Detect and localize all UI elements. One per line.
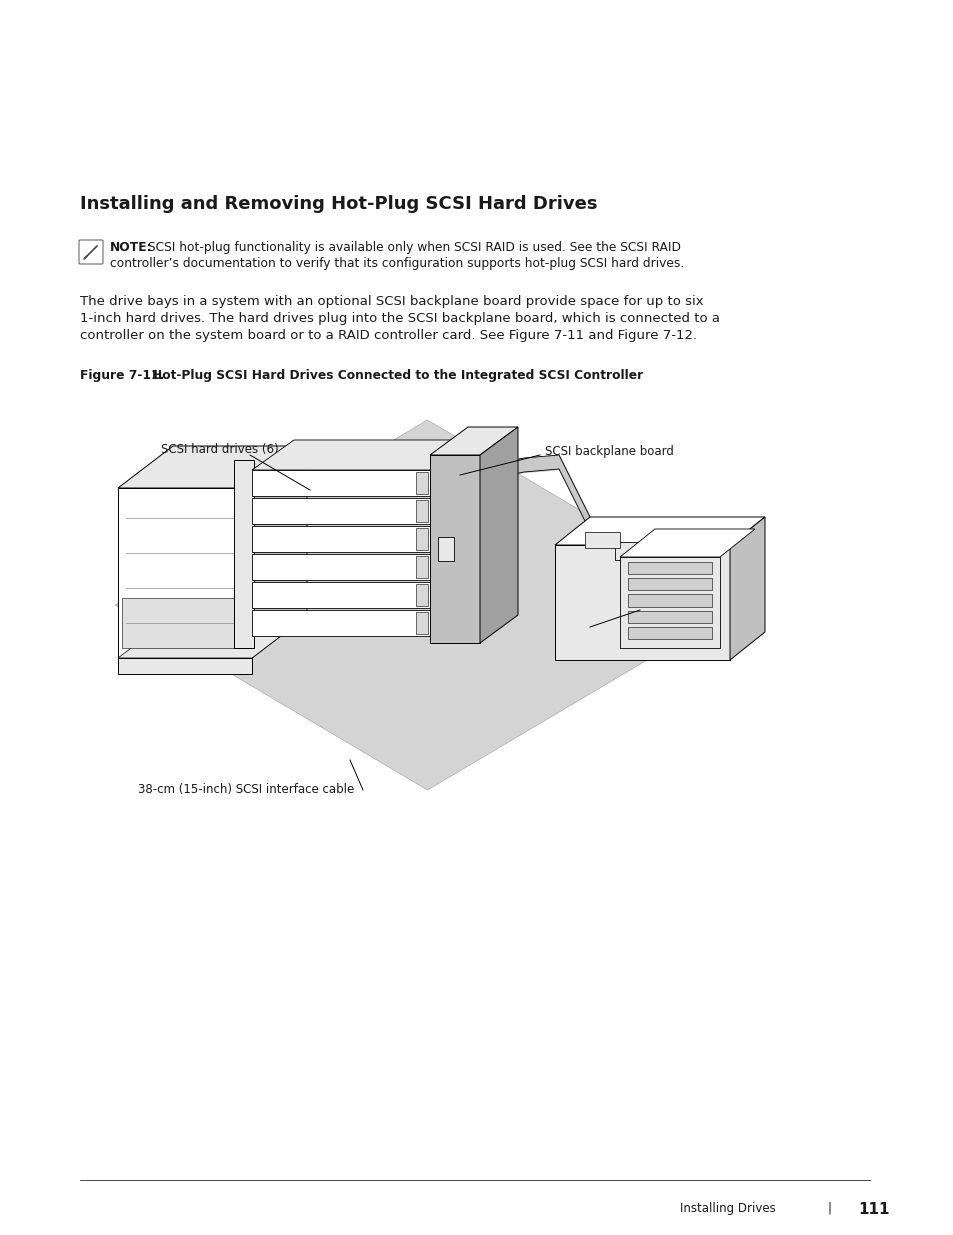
Polygon shape xyxy=(619,529,754,557)
Text: |: | xyxy=(827,1202,831,1215)
Polygon shape xyxy=(118,658,252,674)
Polygon shape xyxy=(619,557,720,648)
Polygon shape xyxy=(729,517,764,659)
Text: SCSI backplane board: SCSI backplane board xyxy=(544,446,673,458)
Text: Figure 7-11.: Figure 7-11. xyxy=(80,369,164,382)
Polygon shape xyxy=(118,446,307,488)
Polygon shape xyxy=(555,517,764,545)
Bar xyxy=(416,556,428,578)
Text: SCSI hot-plug functionality is available only when SCSI RAID is used. See the SC: SCSI hot-plug functionality is available… xyxy=(148,241,680,254)
Bar xyxy=(627,562,711,574)
Bar xyxy=(416,613,428,634)
Polygon shape xyxy=(115,420,740,790)
Text: Hot-Plug SCSI Hard Drives Connected to the Integrated SCSI Controller: Hot-Plug SCSI Hard Drives Connected to t… xyxy=(152,369,642,382)
Bar xyxy=(416,500,428,522)
Bar xyxy=(627,610,711,622)
Text: SCSI connector: SCSI connector xyxy=(593,624,681,636)
Bar xyxy=(416,472,428,494)
Polygon shape xyxy=(430,454,479,643)
Polygon shape xyxy=(252,446,307,658)
Text: controller on the system board or to a RAID controller card. See Figure 7-11 and: controller on the system board or to a R… xyxy=(80,329,697,342)
Polygon shape xyxy=(252,440,472,471)
Bar xyxy=(584,532,619,548)
Bar xyxy=(627,594,711,606)
Polygon shape xyxy=(118,488,252,658)
Polygon shape xyxy=(430,427,517,454)
Text: 1-inch hard drives. The hard drives plug into the SCSI backplane board, which is: 1-inch hard drives. The hard drives plug… xyxy=(80,312,720,325)
Polygon shape xyxy=(252,526,430,552)
FancyBboxPatch shape xyxy=(79,240,103,264)
Bar xyxy=(627,578,711,590)
Bar xyxy=(437,537,454,561)
Polygon shape xyxy=(252,555,430,580)
Polygon shape xyxy=(122,598,248,648)
Text: Installing and Removing Hot-Plug SCSI Hard Drives: Installing and Removing Hot-Plug SCSI Ha… xyxy=(80,195,597,212)
Polygon shape xyxy=(233,459,253,648)
Text: NOTE:: NOTE: xyxy=(110,241,152,254)
Text: SCSI hard drives (6): SCSI hard drives (6) xyxy=(161,443,278,457)
Text: 111: 111 xyxy=(857,1202,888,1216)
Text: Installing Drives: Installing Drives xyxy=(679,1202,775,1215)
Polygon shape xyxy=(252,498,430,524)
Text: controller’s documentation to verify that its configuration supports hot-plug SC: controller’s documentation to verify tha… xyxy=(110,257,683,270)
Polygon shape xyxy=(118,616,307,658)
Text: The drive bays in a system with an optional SCSI backplane board provide space f: The drive bays in a system with an optio… xyxy=(80,295,703,308)
Bar xyxy=(627,627,711,638)
Bar xyxy=(416,584,428,606)
Bar xyxy=(416,529,428,550)
Polygon shape xyxy=(555,545,729,659)
Polygon shape xyxy=(479,427,517,643)
Polygon shape xyxy=(615,542,639,559)
Polygon shape xyxy=(252,471,430,496)
Polygon shape xyxy=(252,582,430,608)
Text: 38-cm (15-inch) SCSI interface cable: 38-cm (15-inch) SCSI interface cable xyxy=(138,783,354,797)
Polygon shape xyxy=(252,610,430,636)
